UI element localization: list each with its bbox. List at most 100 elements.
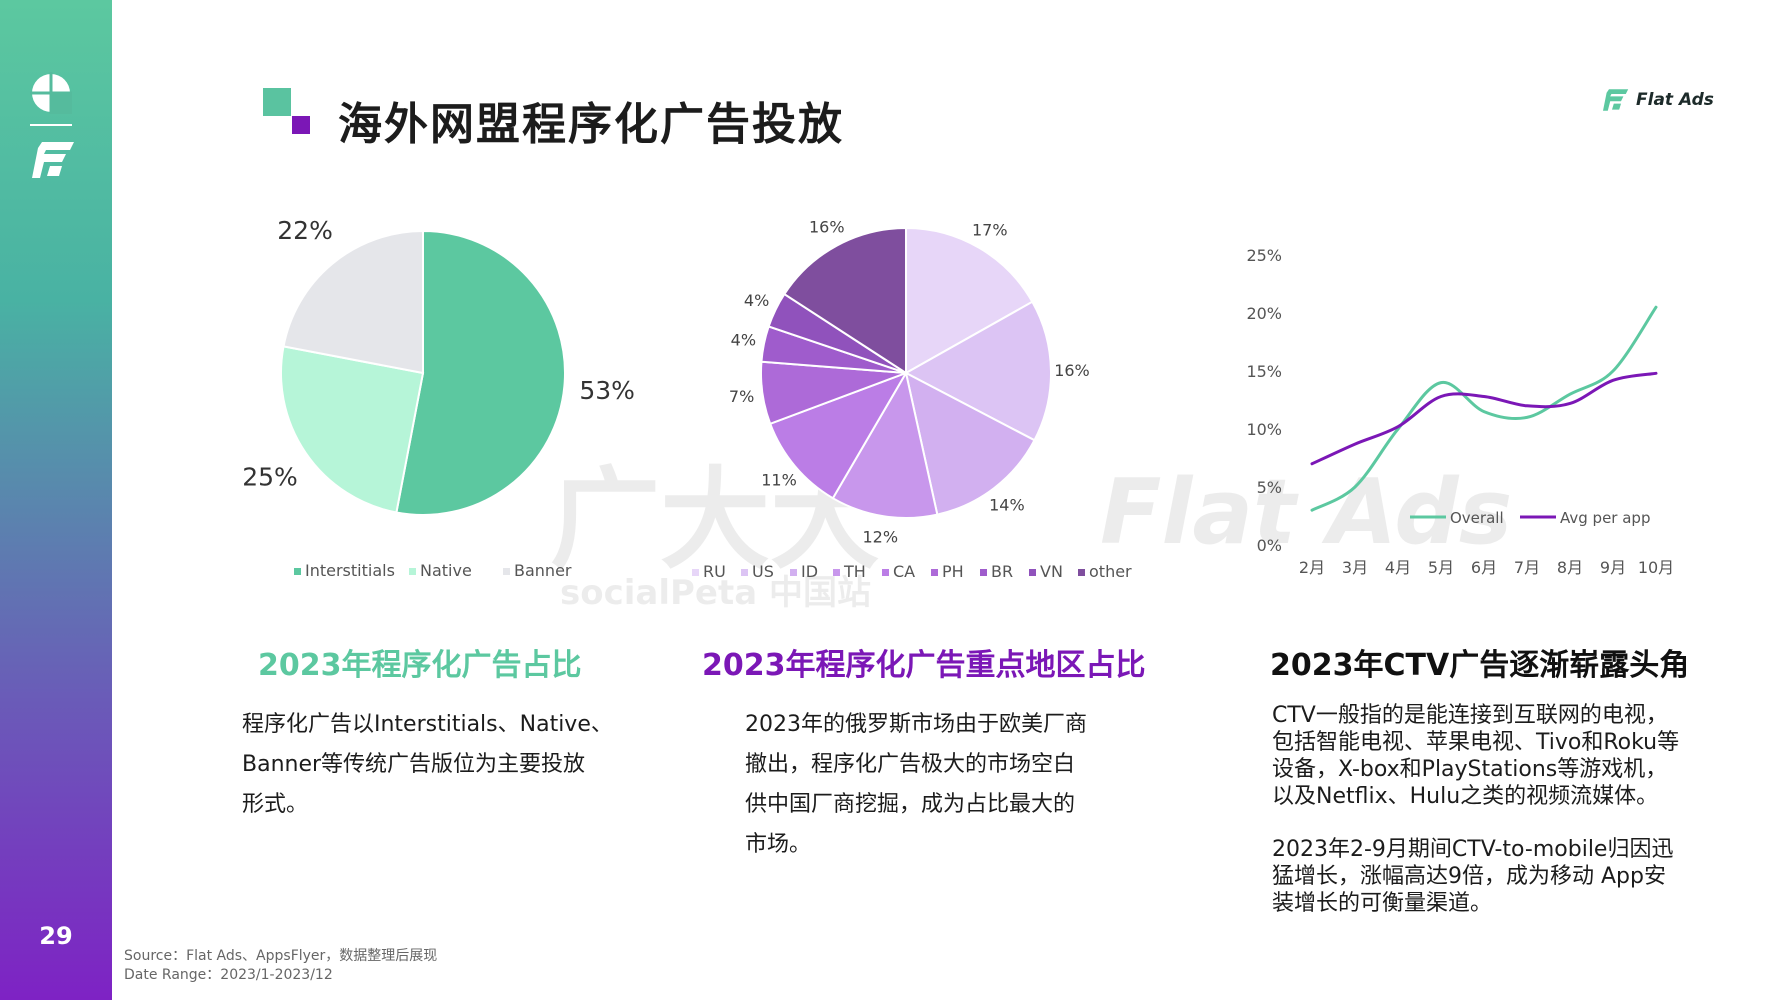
data-label-interstitials: 53% — [579, 376, 635, 405]
text-line: 形式。 — [242, 792, 309, 817]
format-share-pie-chart: 53% 25% 22% Interstitials Native Banner — [242, 216, 635, 580]
legend-item-interstitials: Interstitials — [305, 561, 395, 580]
x-tick-label: 7月 — [1514, 558, 1540, 577]
footnote: Source：Flat Ads、AppsFlyer，数据整理后展现 Date R… — [124, 947, 437, 985]
legend-item-ru: RU — [703, 562, 726, 581]
text-line: 程序化广告以Interstitials、Native、 — [242, 712, 613, 737]
text-line: 装增长的可衡量渠道。 — [1272, 891, 1493, 916]
data-label-id: 14% — [989, 495, 1025, 514]
y-tick-label: 15% — [1246, 362, 1282, 381]
section-heading-region: 2023年程序化广告重点地区占比 — [702, 648, 1146, 683]
section-body-format: 程序化广告以Interstitials、Native、 Banner等传统广告版… — [242, 705, 613, 825]
title-decoration-accent — [292, 116, 310, 134]
data-label-br: 4% — [731, 330, 756, 349]
legend-swatch-banner — [503, 568, 510, 575]
region-share-pie-chart: 17% 16% 14% 12% 11% 7% 4% 4% 16% RU US ID TH CA PH BR VN… — [692, 218, 1132, 581]
legend-item-us: US — [752, 562, 774, 581]
pie-slice-ru — [905, 226, 1034, 375]
x-tick-label: 9月 — [1600, 558, 1626, 577]
pie-slice-other — [782, 226, 907, 375]
pie-slice-banner — [282, 229, 424, 375]
legend-item-banner: Banner — [514, 561, 572, 580]
sidebar-divider — [30, 124, 72, 126]
y-tick-label: 20% — [1246, 304, 1282, 323]
legend-item-th: TH — [843, 562, 866, 581]
source-note: Source：Flat Ads、AppsFlyer，数据整理后展现 — [124, 948, 438, 964]
legend-swatch-other — [1078, 569, 1085, 576]
section-body-ctv-1: CTV一般指的是能连接到互联网的电视， 包括智能电视、苹果电视、Tivo和Rok… — [1272, 702, 1679, 810]
legend-item-ca: CA — [893, 562, 915, 581]
text-line: 2023年的俄罗斯市场由于欧美厂商 — [745, 712, 1087, 737]
x-tick-label: 8月 — [1557, 558, 1583, 577]
sidebar: 29 — [0, 0, 112, 1000]
section-heading-format: 2023年程序化广告占比 — [258, 648, 582, 683]
legend-item-native: Native — [420, 561, 472, 580]
x-tick-label: 10月 — [1638, 558, 1674, 577]
legend-swatch-br — [980, 569, 987, 576]
y-tick-label: 5% — [1257, 478, 1282, 497]
text-line: CTV一般指的是能连接到互联网的电视， — [1272, 703, 1668, 728]
ctv-trend-line-chart: 0% 5% 10% 15% 20% 25% 2月 3月 4月 5月 6月 7月 8月 9月 10月 Overa… — [1246, 246, 1674, 577]
series-line-overall — [1310, 305, 1658, 512]
data-label-us: 16% — [1054, 361, 1090, 380]
pie-slice-th — [831, 370, 939, 519]
legend-item-overall: Overall — [1450, 509, 1504, 527]
legend-swatch-th — [833, 569, 840, 576]
legend-item-avg-per-app: Avg per app — [1560, 509, 1650, 527]
y-tick-label: 25% — [1246, 246, 1282, 265]
text-line: 市场。 — [745, 832, 812, 857]
page-title: 海外网盟程序化广告投放 — [338, 99, 844, 150]
x-tick-label: 5月 — [1428, 558, 1454, 577]
pie-slice-interstitials — [395, 229, 566, 516]
legend-swatch-ca — [882, 569, 889, 576]
data-label-ca: 11% — [761, 471, 797, 490]
data-label-vn: 4% — [744, 291, 769, 310]
legend-item-id: ID — [801, 562, 818, 581]
section-heading-ctv: 2023年CTV广告逐渐崭露头角 — [1270, 648, 1690, 683]
text-line: 撤出，程序化广告极大的市场空白 — [745, 752, 1076, 777]
legend-swatch-us — [741, 569, 748, 576]
text-line: 以及Netflix、Hulu之类的视频流媒体。 — [1272, 784, 1659, 809]
data-label-th: 12% — [863, 528, 899, 547]
legend-swatch-native — [409, 568, 416, 575]
text-line: 设备，X-box和PlayStations等游戏机， — [1272, 757, 1668, 782]
x-tick-label: 4月 — [1385, 558, 1411, 577]
data-label-ph: 7% — [729, 387, 754, 406]
x-tick-label: 2月 — [1299, 558, 1325, 577]
data-label-other: 16% — [809, 218, 845, 237]
legend-item-vn: VN — [1040, 562, 1063, 581]
text-line: 2023年2-9月期间CTV-to-mobile归因迅 — [1272, 837, 1674, 862]
y-tick-label: 10% — [1246, 420, 1282, 439]
y-tick-label: 0% — [1257, 536, 1282, 555]
text-line: 猛增长，涨幅高达9倍，成为移动 App安 — [1272, 864, 1666, 889]
legend-swatch-ru — [692, 569, 699, 576]
data-label-native: 25% — [242, 463, 298, 492]
pie-slice-native — [280, 345, 425, 514]
page-number: 29 — [39, 922, 73, 950]
title-decoration-square — [263, 88, 291, 116]
legend-swatch-ph — [931, 569, 938, 576]
legend-swatch-interstitials — [294, 568, 301, 575]
legend-item-ph: PH — [942, 562, 964, 581]
text-line: 供中国厂商挖掘，成为占比最大的 — [745, 792, 1076, 817]
pie-slice-us — [903, 300, 1052, 442]
flat-ads-brand-icon — [1603, 89, 1629, 111]
legend-item-br: BR — [991, 562, 1013, 581]
date-range-note: Date Range：2023/1-2023/12 — [124, 967, 333, 983]
series-line-avg-per-app — [1310, 371, 1658, 466]
data-label-ru: 17% — [972, 220, 1008, 239]
flat-ads-logo-icon — [32, 142, 74, 178]
text-line: Banner等传统广告版位为主要投放 — [242, 752, 586, 777]
legend-item-other: other — [1089, 562, 1132, 581]
brand-name: Flat Ads — [1636, 90, 1714, 110]
report-logo-icon — [30, 72, 72, 114]
pie-slice-id — [904, 371, 1036, 516]
section-body-region: 2023年的俄罗斯市场由于欧美厂商 撤出，程序化广告极大的市场空白 供中国厂商挖… — [745, 705, 1087, 865]
pie-slice-ca — [768, 371, 909, 500]
legend-swatch-vn — [1029, 569, 1036, 576]
legend-swatch-id — [790, 569, 797, 576]
brand-logo: Flat Ads — [1600, 88, 1714, 112]
section-body-ctv-2: 2023年2-9月期间CTV-to-mobile归因迅 猛增长，涨幅高达9倍，成… — [1272, 836, 1673, 917]
x-tick-label: 3月 — [1342, 558, 1368, 577]
data-label-banner: 22% — [277, 216, 333, 245]
